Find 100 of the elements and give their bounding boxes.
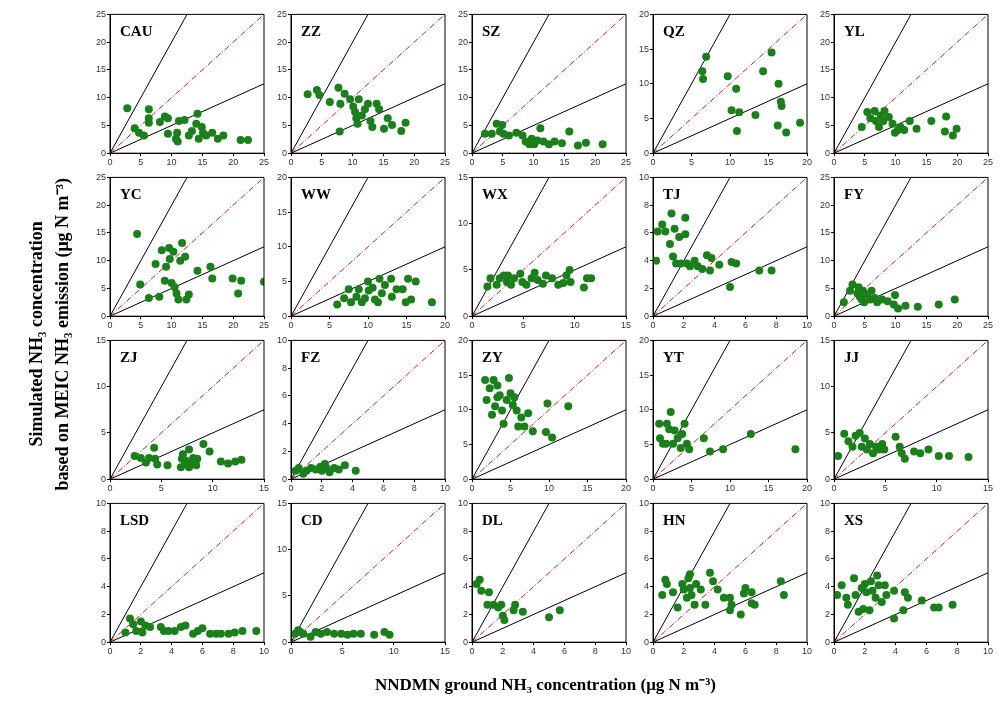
y-tick-label: 2 [644, 608, 650, 619]
y-tick-label: 4 [463, 581, 469, 592]
y-tick-label: 0 [825, 473, 831, 484]
x-tick-label: 5 [339, 646, 345, 657]
x-tick-label: 10 [388, 646, 399, 657]
x-tick-label: 20 [228, 320, 239, 331]
x-tick-label: 15 [763, 157, 774, 168]
y-tick-label: 8 [644, 525, 650, 536]
y-tick-label: 25 [96, 171, 107, 182]
y-tick-label: 10 [639, 78, 650, 89]
text: CD [301, 511, 323, 528]
x-tick-label: 2 [681, 646, 687, 657]
x-tick-label: 10 [569, 320, 580, 331]
y-tick-label: 8 [463, 525, 469, 536]
y-tick-label: 25 [820, 171, 831, 182]
y-tick-label: 25 [96, 8, 107, 19]
y-tick-label: 25 [458, 8, 469, 19]
y-tick-label: 15 [96, 64, 107, 75]
y-tick-label: 5 [644, 438, 650, 449]
x-tick-label: 10 [801, 320, 813, 331]
x-tick-label: 25 [258, 320, 270, 331]
x-tick-label: 6 [742, 646, 748, 657]
text: YT [663, 348, 684, 365]
y-tick-label: 10 [96, 381, 107, 392]
y-tick-label: 20 [639, 334, 650, 345]
text: HN [663, 511, 686, 528]
x-tick-label: 25 [620, 157, 632, 168]
x-tick-label: 20 [801, 157, 813, 168]
x-tick-label: 15 [559, 157, 570, 168]
text: WW [301, 185, 332, 202]
x-tick-label: 5 [138, 157, 144, 168]
x-tick-label: 2 [138, 646, 144, 657]
x-tick-label: 10 [258, 646, 270, 657]
y-tick-label: 2 [463, 608, 469, 619]
y-tick-label: 15 [639, 43, 650, 54]
x-tick-label: 5 [500, 157, 506, 168]
y-tick-label: 0 [825, 636, 831, 647]
y-tick-label: 25 [820, 8, 831, 19]
x-tick-label: 10 [890, 157, 901, 168]
text: YC [120, 185, 142, 202]
x-tick-label: 15 [378, 157, 389, 168]
x-tick-label: 2 [862, 646, 868, 657]
x-tick-label: 10 [931, 483, 942, 494]
y-tick-label: 0 [644, 473, 650, 484]
x-tick-label: 4 [350, 483, 356, 494]
y-axis-title: Simulated NH₃ concentration based on MEIC NH₃ emission (μg N m⁻³) [25, 177, 73, 491]
y-tick-label: 0 [463, 636, 469, 647]
y-tick-label: 0 [282, 310, 288, 321]
y-tick-label: 0 [101, 147, 107, 158]
y-tick-label: 4 [644, 255, 650, 266]
y-tick-label: 10 [458, 404, 469, 415]
y-tick-label: 0 [463, 310, 469, 321]
y-tick-label: 4 [644, 581, 650, 592]
y-tick-label: 5 [463, 438, 469, 449]
x-tick-label: 6 [380, 483, 386, 494]
text: ZY [482, 348, 504, 365]
y-tick-label: 5 [463, 264, 469, 275]
x-tick-label: 10 [166, 320, 177, 331]
x-tick-label: 5 [138, 320, 144, 331]
x-tick-label: 5 [508, 483, 514, 494]
x-tick-label: 15 [401, 320, 412, 331]
y-tick-label: 15 [820, 227, 831, 238]
y-tick-label: 5 [825, 282, 831, 293]
text: LSD [120, 511, 150, 528]
y-tick-label: 15 [820, 64, 831, 75]
y-tick-label: 10 [277, 334, 288, 345]
y-tick-label: 10 [820, 255, 831, 266]
y-tick-label: 10 [96, 497, 107, 508]
x-tick-label: 15 [439, 646, 451, 657]
y-tick-label: 10 [458, 218, 469, 229]
y-tick-label: 20 [458, 334, 469, 345]
y-tick-label: 0 [282, 636, 288, 647]
x-tick-label: 10 [166, 157, 177, 168]
y-tick-label: 4 [282, 418, 288, 429]
x-tick-label: 10 [207, 483, 218, 494]
y-tick-label: 15 [96, 227, 107, 238]
y-tick-label: 2 [825, 608, 831, 619]
y-tick-label: 5 [101, 119, 107, 130]
x-tick-label: 20 [620, 483, 632, 494]
y-tick-label: 0 [463, 473, 469, 484]
y-tick-label: 6 [825, 553, 831, 564]
x-tick-label: 5 [882, 483, 888, 494]
x-tick-label: 20 [228, 157, 239, 168]
x-tick-label: 10 [528, 157, 539, 168]
text: ZJ [120, 348, 139, 365]
y-tick-label: 10 [277, 241, 288, 252]
y-tick-label: 5 [101, 282, 107, 293]
x-tick-label: 6 [742, 320, 748, 331]
y-tick-label: 2 [282, 445, 288, 456]
y-tick-label: 0 [463, 147, 469, 158]
x-tick-label: 6 [923, 646, 929, 657]
x-tick-label: 10 [363, 320, 374, 331]
x-tick-label: 8 [773, 320, 779, 331]
y-tick-label: 5 [101, 427, 107, 438]
y-tick-label: 15 [639, 369, 650, 380]
text: FZ [301, 348, 321, 365]
y-tick-label: 20 [96, 199, 107, 210]
y-tick-label: 8 [101, 525, 107, 536]
x-tick-label: 15 [620, 320, 632, 331]
x-tick-label: 15 [582, 483, 593, 494]
